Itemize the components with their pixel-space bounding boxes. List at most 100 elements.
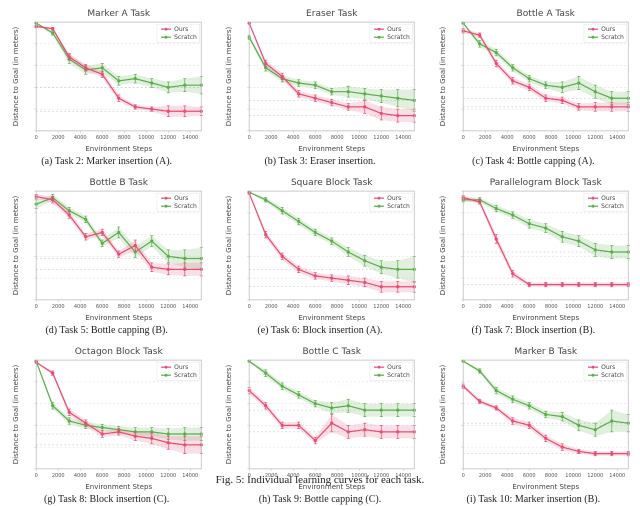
svg-text:Distance to Goal (in meters): Distance to Goal (in meters) bbox=[438, 195, 447, 295]
plot-area: 02000400060008000100001200014000Environm… bbox=[433, 173, 634, 324]
svg-text:0: 0 bbox=[461, 135, 464, 141]
svg-text:Scratch: Scratch bbox=[387, 203, 410, 210]
svg-text:0: 0 bbox=[35, 135, 38, 141]
subplot-caption: (a) Task 2: Marker insertion (A). bbox=[41, 156, 172, 167]
svg-text:8000: 8000 bbox=[331, 304, 344, 310]
svg-text:10000: 10000 bbox=[138, 304, 154, 310]
svg-text:4000: 4000 bbox=[74, 135, 87, 141]
svg-text:Ours: Ours bbox=[387, 364, 401, 371]
svg-text:12000: 12000 bbox=[160, 135, 176, 141]
svg-text:Environment Steps: Environment Steps bbox=[85, 482, 152, 491]
svg-text:Distance to Goal (in meters): Distance to Goal (in meters) bbox=[11, 364, 20, 464]
subplot-caption: (b) Task 3: Eraser insertion. bbox=[264, 156, 375, 167]
subplot-caption: (h) Task 9: Bottle capping (C). bbox=[259, 494, 381, 505]
svg-text:6000: 6000 bbox=[96, 473, 109, 479]
svg-text:Scratch: Scratch bbox=[174, 34, 197, 41]
svg-text:Ours: Ours bbox=[601, 195, 615, 202]
svg-text:8000: 8000 bbox=[545, 473, 558, 479]
svg-text:12000: 12000 bbox=[587, 304, 603, 310]
subplot-caption: (d) Task 5: Bottle capping (B). bbox=[45, 325, 167, 336]
plot-area: 02000400060008000100001200014000Environm… bbox=[433, 342, 634, 493]
subplot-3: 02000400060008000100001200014000Environm… bbox=[6, 173, 207, 336]
svg-text:2000: 2000 bbox=[52, 304, 65, 310]
svg-text:Environment Steps: Environment Steps bbox=[512, 144, 579, 153]
svg-text:Ours: Ours bbox=[601, 364, 615, 371]
svg-text:12000: 12000 bbox=[160, 473, 176, 479]
svg-text:14000: 14000 bbox=[182, 473, 198, 479]
svg-text:8000: 8000 bbox=[118, 135, 131, 141]
svg-text:Scratch: Scratch bbox=[387, 372, 410, 379]
plot-grid: 0 2000 4000 6000 8000 10000 12000 14000 Environm… bbox=[6, 4, 634, 468]
svg-text:Octagon Block Task: Octagon Block Task bbox=[75, 347, 164, 357]
svg-text:10000: 10000 bbox=[352, 304, 368, 310]
subplot-5: 02000400060008000100001200014000Environm… bbox=[433, 173, 634, 336]
svg-text:6000: 6000 bbox=[309, 473, 322, 479]
svg-text:Scratch: Scratch bbox=[174, 372, 197, 379]
svg-text:Bottle A Task: Bottle A Task bbox=[516, 9, 575, 19]
svg-text:2000: 2000 bbox=[478, 473, 491, 479]
svg-text:Distance to Goal (in meters): Distance to Goal (in meters) bbox=[438, 364, 447, 464]
plot-area: 02000400060008000100001200014000Environm… bbox=[6, 342, 207, 493]
subplot-4: 02000400060008000100001200014000Environm… bbox=[219, 173, 420, 336]
plot-area: 02000400060008000100001200014000Environm… bbox=[219, 342, 420, 493]
svg-text:8000: 8000 bbox=[331, 135, 344, 141]
figure-5: 0 2000 4000 6000 8000 10000 12000 14000 Environm… bbox=[0, 0, 640, 506]
svg-text:Scratch: Scratch bbox=[174, 203, 197, 210]
svg-text:2000: 2000 bbox=[265, 473, 278, 479]
subplot-caption: (c) Task 4: Bottle capping (A). bbox=[472, 156, 594, 167]
svg-text:0: 0 bbox=[248, 304, 251, 310]
svg-text:0: 0 bbox=[248, 135, 251, 141]
subplot-7: 02000400060008000100001200014000Environm… bbox=[219, 342, 420, 505]
svg-text:14000: 14000 bbox=[182, 135, 198, 141]
svg-text:12000: 12000 bbox=[374, 473, 390, 479]
svg-text:Environment Steps: Environment Steps bbox=[85, 313, 152, 322]
svg-text:12000: 12000 bbox=[374, 304, 390, 310]
svg-text:Environment Steps: Environment Steps bbox=[85, 144, 152, 153]
svg-text:Ours: Ours bbox=[387, 195, 401, 202]
svg-text:14000: 14000 bbox=[609, 473, 625, 479]
svg-text:14000: 14000 bbox=[609, 135, 625, 141]
svg-text:2000: 2000 bbox=[52, 135, 65, 141]
svg-text:12000: 12000 bbox=[587, 135, 603, 141]
svg-text:Environment Steps: Environment Steps bbox=[512, 482, 579, 491]
subplot-caption: (e) Task 6: Block insertion (A). bbox=[257, 325, 382, 336]
svg-text:Ours: Ours bbox=[174, 26, 188, 33]
svg-text:4000: 4000 bbox=[500, 135, 513, 141]
subplot-caption: (g) Task 8: Block insertion (C). bbox=[44, 494, 169, 505]
svg-text:10000: 10000 bbox=[565, 473, 581, 479]
subplot-caption: (f) Task 7: Block insertion (B). bbox=[472, 325, 596, 336]
svg-text:14000: 14000 bbox=[396, 304, 412, 310]
svg-text:Square Block Task: Square Block Task bbox=[291, 178, 373, 188]
svg-text:12000: 12000 bbox=[374, 135, 390, 141]
svg-text:Distance to Goal (in meters): Distance to Goal (in meters) bbox=[11, 195, 20, 295]
plot-area: 02000400060008000100001200014000Environm… bbox=[6, 173, 207, 324]
svg-text:Environment Steps: Environment Steps bbox=[299, 144, 366, 153]
svg-text:Distance to Goal (in meters): Distance to Goal (in meters) bbox=[224, 364, 233, 464]
svg-text:4000: 4000 bbox=[500, 304, 513, 310]
svg-text:12000: 12000 bbox=[160, 304, 176, 310]
svg-text:10000: 10000 bbox=[565, 135, 581, 141]
svg-text:2000: 2000 bbox=[52, 473, 65, 479]
svg-text:4000: 4000 bbox=[287, 135, 300, 141]
svg-text:2000: 2000 bbox=[478, 304, 491, 310]
svg-text:Ours: Ours bbox=[387, 26, 401, 33]
svg-text:Marker B Task: Marker B Task bbox=[514, 347, 578, 357]
svg-text:Scratch: Scratch bbox=[601, 372, 624, 379]
svg-text:6000: 6000 bbox=[523, 304, 536, 310]
svg-text:Bottle B Task: Bottle B Task bbox=[90, 178, 149, 188]
svg-text:8000: 8000 bbox=[118, 304, 131, 310]
svg-text:Ours: Ours bbox=[174, 195, 188, 202]
svg-text:6000: 6000 bbox=[96, 135, 109, 141]
svg-text:14000: 14000 bbox=[182, 304, 198, 310]
svg-text:12000: 12000 bbox=[587, 473, 603, 479]
svg-text:Parallelogram Block Task: Parallelogram Block Task bbox=[489, 178, 602, 188]
svg-text:10000: 10000 bbox=[352, 135, 368, 141]
svg-text:6000: 6000 bbox=[309, 304, 322, 310]
svg-text:Distance to Goal (in meters): Distance to Goal (in meters) bbox=[224, 26, 233, 126]
svg-text:2000: 2000 bbox=[265, 135, 278, 141]
svg-text:14000: 14000 bbox=[396, 473, 412, 479]
svg-text:Eraser Task: Eraser Task bbox=[306, 9, 358, 19]
plot-area: 02000400060008000100001200014000Environm… bbox=[6, 4, 207, 155]
svg-text:4000: 4000 bbox=[74, 304, 87, 310]
subplot-1: 02000400060008000100001200014000Environm… bbox=[219, 4, 420, 167]
